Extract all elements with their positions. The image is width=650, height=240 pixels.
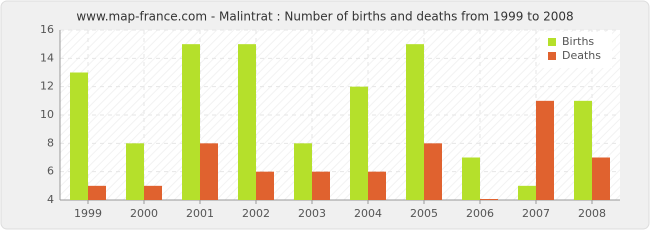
legend-label: Deaths xyxy=(562,49,601,62)
x-tick-label: 2000 xyxy=(130,207,158,220)
bar xyxy=(88,185,106,200)
bar xyxy=(182,44,200,200)
bar xyxy=(480,199,498,200)
bar xyxy=(406,44,424,200)
bar xyxy=(368,171,386,200)
bar xyxy=(424,143,442,200)
y-tick-label: 4 xyxy=(47,193,54,206)
bar xyxy=(238,44,256,200)
bar xyxy=(126,143,144,200)
x-tick-label: 2002 xyxy=(242,207,270,220)
x-tick-label: 1999 xyxy=(74,207,102,220)
y-tick-label: 16 xyxy=(40,23,54,36)
x-tick-label: 2007 xyxy=(522,207,550,220)
bar xyxy=(144,185,162,200)
y-tick-label: 14 xyxy=(40,51,54,64)
x-tick-label: 2003 xyxy=(298,207,326,220)
bar xyxy=(312,171,330,200)
x-tick-label: 2008 xyxy=(578,207,606,220)
bar xyxy=(574,100,592,200)
bar xyxy=(592,157,610,200)
bar xyxy=(462,157,480,200)
y-tick-label: 6 xyxy=(47,165,54,178)
bar xyxy=(536,100,554,200)
x-tick-label: 2004 xyxy=(354,207,382,220)
bar xyxy=(200,143,218,200)
bar xyxy=(294,143,312,200)
bar xyxy=(70,72,88,200)
legend-label: Births xyxy=(562,35,594,48)
bar xyxy=(256,171,274,200)
y-tick-label: 12 xyxy=(40,80,54,93)
x-tick-label: 2006 xyxy=(466,207,494,220)
y-tick-label: 10 xyxy=(40,108,54,121)
chart: www.map-france.com - Malintrat : Number … xyxy=(0,0,650,230)
y-tick-label: 8 xyxy=(47,136,54,149)
x-tick-label: 2001 xyxy=(186,207,214,220)
x-tick-label: 2005 xyxy=(410,207,438,220)
legend-swatch xyxy=(548,52,556,60)
legend-swatch xyxy=(548,38,556,46)
bar xyxy=(518,185,536,200)
bar xyxy=(350,86,368,200)
chart-title: www.map-france.com - Malintrat : Number … xyxy=(76,10,573,24)
